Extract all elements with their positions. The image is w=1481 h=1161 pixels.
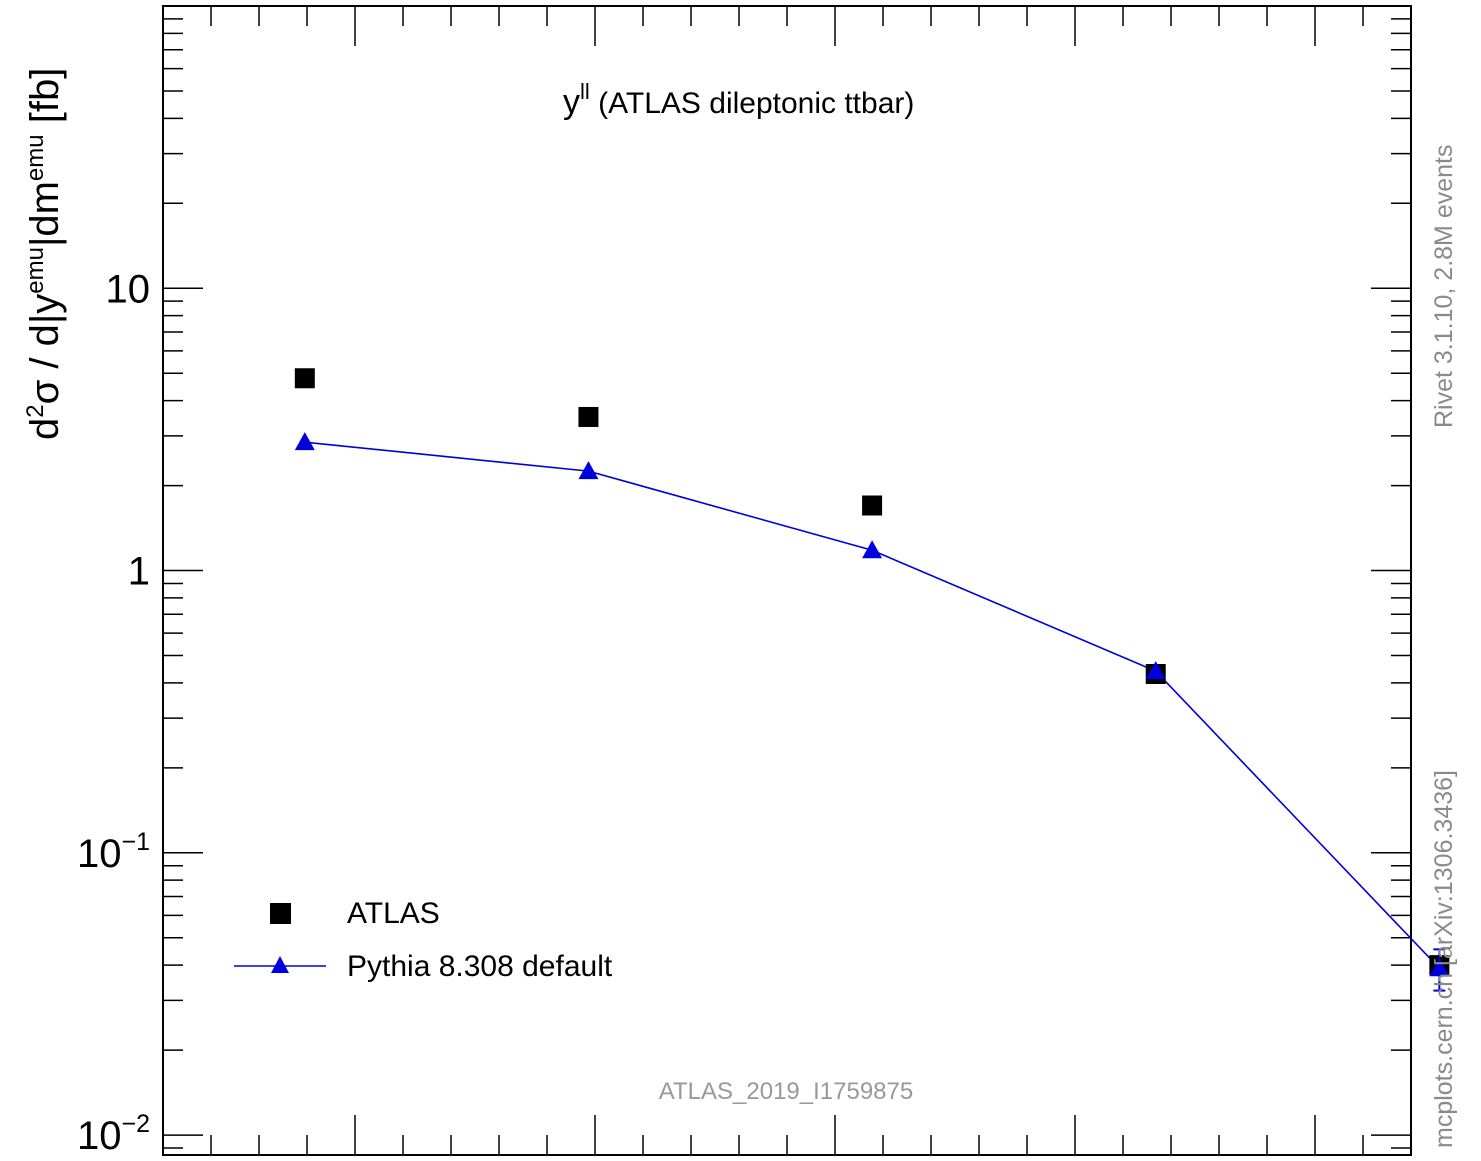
atlas-point	[862, 495, 883, 516]
analysis-watermark: ATLAS_2019_I1759875	[659, 1078, 913, 1105]
pythia-point	[294, 432, 315, 451]
legend: ATLAS Pythia 8.308 default	[234, 897, 613, 983]
axis-ticks	[162, 5, 1412, 1155]
legend-label-atlas: ATLAS	[347, 897, 440, 930]
y-tick-label: 10	[106, 267, 151, 311]
chart-title: yll (ATLAS dileptonic ttbar)	[563, 79, 914, 121]
y-tick-label: 10−1	[77, 828, 150, 876]
legend-marker-atlas	[270, 903, 291, 924]
legend-label-pythia: Pythia 8.308 default	[347, 950, 613, 983]
pythia-point	[1429, 958, 1450, 977]
atlas-point	[294, 368, 315, 389]
y-tick-label: 1	[128, 550, 150, 594]
legend-marker-pythia	[271, 956, 289, 973]
pythia-point	[1145, 661, 1166, 680]
rivet-version-label: Rivet 3.1.10, 2.8M events	[1430, 144, 1458, 428]
y-tick-labels: 10 1 10−1 10−2	[77, 267, 150, 1158]
mcplots-label: mcplots.cern.ch [arXiv:1306.3436]	[1430, 770, 1458, 1148]
pythia-point	[578, 461, 599, 480]
pythia-point	[862, 540, 883, 559]
atlas-point	[578, 406, 599, 427]
y-axis-label: d2σ / d|yemu|dmemu [fb]	[22, 68, 67, 440]
y-tick-label: 10−2	[77, 1110, 150, 1158]
series-layer	[294, 368, 1450, 992]
pythia-line	[304, 441, 1440, 969]
